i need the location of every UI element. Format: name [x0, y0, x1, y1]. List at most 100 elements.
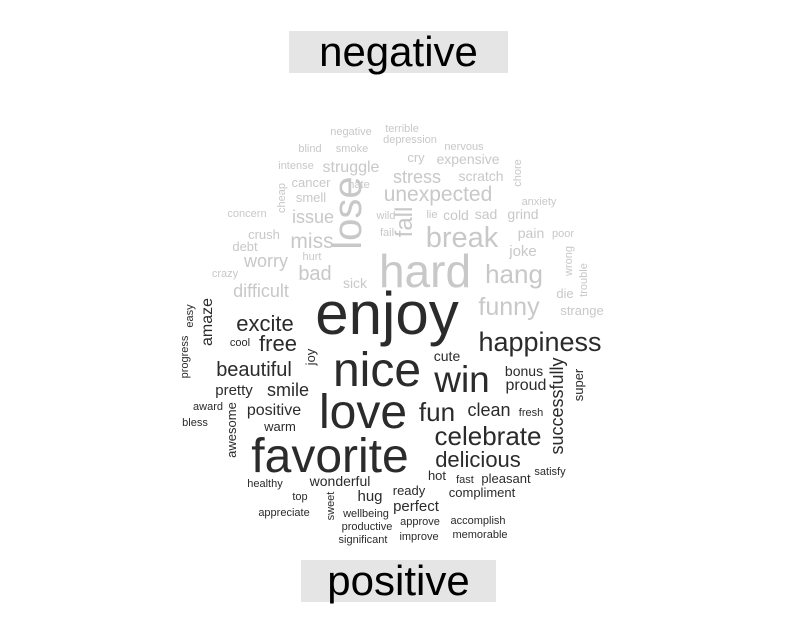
cloud-word-negative: hurt [303, 251, 322, 263]
cloud-word-positive: satisfy [534, 466, 566, 478]
cloud-word-positive: bonus [505, 363, 543, 379]
cloud-word-positive: appreciate [258, 507, 309, 519]
cloud-word-positive: enjoy [315, 280, 458, 347]
cloud-word-negative: debt [232, 239, 258, 254]
cloud-word-negative: cry [407, 150, 425, 165]
cloud-word-negative: expensive [436, 151, 499, 167]
cloud-word-positive: bless [182, 417, 208, 429]
cloud-word-negative: trouble [578, 263, 590, 297]
cloud-word-negative: unexpected [384, 183, 493, 206]
cloud-word-positive: amaze [199, 298, 216, 346]
cloud-word-positive: approve [400, 516, 440, 528]
cloud-word-negative: strange [560, 303, 603, 318]
cloud-word-negative: smoke [336, 143, 368, 155]
cloud-word-negative: hate [348, 179, 369, 191]
cloud-word-positive: hot [428, 468, 446, 483]
cloud-word-positive: fun [419, 397, 455, 427]
positive-label-text: positive [327, 557, 470, 604]
cloud-word-positive: award [193, 401, 223, 413]
cloud-word-positive: delicious [435, 447, 521, 472]
cloud-word-positive: joy [303, 348, 318, 366]
cloud-word-positive: progress [179, 335, 191, 378]
cloud-word-positive: smile [267, 380, 309, 400]
cloud-word-positive: compliment [449, 485, 516, 500]
cloud-word-negative: negative [330, 126, 372, 138]
cloud-word-negative: die [556, 286, 573, 301]
cloud-word-negative: sad [475, 206, 498, 222]
cloud-word-positive: successfully [547, 357, 567, 454]
cloud-word-negative: blind [298, 143, 321, 155]
cloud-word-negative: funny [478, 293, 540, 321]
cloud-word-positive: top [292, 491, 307, 503]
positive-label: positive [301, 560, 496, 602]
cloud-word-negative: lie [426, 209, 437, 221]
cloud-word-positive: pleasant [481, 471, 531, 486]
cloud-word-negative: cold [443, 207, 469, 223]
cloud-word-positive: ready [393, 483, 426, 498]
cloud-word-negative: stress [393, 167, 441, 187]
cloud-word-positive: nice [333, 344, 421, 397]
cloud-word-negative: wrong [563, 246, 575, 277]
cloud-word-positive: happiness [478, 327, 601, 357]
cloud-word-positive: celebrate [435, 421, 542, 451]
cloud-word-positive: positive [247, 402, 301, 419]
cloud-word-positive: warm [263, 419, 296, 434]
cloud-word-positive: pretty [215, 382, 253, 399]
cloud-word-negative: fail [380, 227, 394, 239]
cloud-word-negative: wild [376, 210, 396, 222]
cloud-word-negative: crush [248, 227, 280, 242]
cloud-word-positive: cool [230, 337, 250, 349]
cloud-word-negative: smell [296, 190, 326, 205]
cloud-word-positive: cute [434, 348, 461, 364]
cloud-word-positive: clean [467, 400, 510, 420]
cloud-word-negative: bad [298, 263, 331, 285]
cloud-word-negative: pain [518, 225, 544, 241]
cloud-word-negative: hard [379, 245, 471, 297]
cloud-word-positive: wonderful [309, 473, 371, 489]
cloud-word-positive: healthy [247, 478, 283, 490]
cloud-word-negative: cheap [276, 183, 288, 213]
cloud-word-positive: accomplish [450, 515, 505, 527]
cloud-word-positive: improve [399, 531, 438, 543]
cloud-word-negative: intense [278, 160, 313, 172]
cloud-word-negative: anxiety [522, 196, 557, 208]
cloud-word-positive: free [259, 331, 297, 356]
cloud-word-negative: poor [552, 228, 574, 240]
cloud-word-positive: favorite [251, 430, 408, 483]
cloud-word-positive: hug [357, 488, 382, 505]
cloud-word-positive: perfect [393, 498, 440, 515]
negative-label: negative [289, 31, 508, 73]
cloud-word-negative: nervous [444, 141, 484, 153]
cloud-word-negative: fall [391, 207, 418, 238]
negative-label-text: negative [319, 28, 478, 75]
cloud-word-positive: super [571, 368, 586, 401]
cloud-word-positive: beautiful [216, 359, 292, 381]
cloud-word-positive: proud [506, 377, 547, 394]
cloud-word-negative: concern [227, 208, 266, 220]
cloud-word-negative: scratch [458, 168, 503, 184]
cloud-word-negative: break [426, 222, 499, 254]
cloud-word-positive: memorable [452, 529, 507, 541]
cloud-word-negative: difficult [233, 281, 289, 301]
cloud-word-positive: fresh [519, 407, 543, 419]
cloud-word-negative: lose [326, 176, 370, 249]
cloud-word-negative: cancer [291, 175, 331, 190]
cloud-word-negative: chore [512, 159, 524, 187]
cloud-word-positive: wellbeing [342, 508, 389, 520]
cloud-word-positive: awesome [224, 402, 239, 458]
cloud-word-negative: worry [243, 251, 288, 271]
cloud-word-positive: fast [456, 474, 474, 486]
cloud-word-positive: significant [339, 534, 388, 546]
cloud-word-positive: win [433, 359, 490, 400]
cloud-word-negative: hang [485, 259, 543, 289]
cloud-word-negative: struggle [323, 159, 380, 176]
cloud-word-negative: sick [343, 275, 368, 291]
cloud-word-positive: easy [184, 304, 196, 328]
cloud-word-negative: miss [290, 230, 333, 253]
cloud-word-negative: joke [508, 243, 537, 260]
cloud-word-positive: sweet [325, 492, 337, 521]
cloud-word-negative: terrible [385, 123, 419, 135]
cloud-word-positive: love [319, 386, 407, 439]
cloud-word-negative: grind [507, 206, 538, 222]
